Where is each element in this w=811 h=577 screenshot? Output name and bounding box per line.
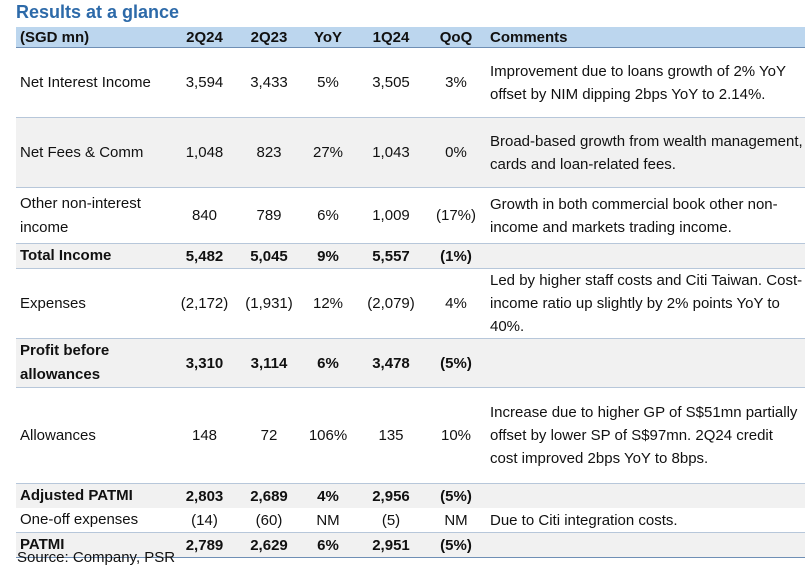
value-1q24: (2,079) — [354, 268, 428, 339]
row-label: PATMI — [16, 532, 173, 558]
value-qoq: NM — [444, 511, 468, 529]
header-2q24: 2Q24 — [173, 27, 236, 48]
table-title: Results at a glance — [16, 2, 180, 22]
row-label: Other non-interest income — [16, 187, 173, 244]
value-qoq: (1%) — [428, 243, 484, 269]
value-2q23: 3,114 — [236, 338, 302, 388]
value-2q24: 840 — [173, 187, 236, 244]
value-yoy: 6% — [302, 532, 354, 558]
value-2q23: 789 — [236, 187, 302, 244]
value-qoq: 0% — [428, 117, 484, 188]
row-comment — [484, 243, 805, 269]
value-1q24: 1,009 — [354, 187, 428, 244]
value-2q23: 823 — [236, 117, 302, 188]
value-yoy: 6% — [302, 187, 354, 244]
table-row: Total Income 5,482 5,045 9% 5,557 (1%) — [16, 243, 805, 269]
header-1q24: 1Q24 — [354, 27, 428, 48]
value-2q24: 2,803 — [173, 483, 236, 508]
table-row: One-off expenses (14) (60) NM (5) NM Due… — [16, 508, 805, 533]
row-comment: Increase due to higher GP of S$51mn part… — [484, 387, 805, 484]
row-label: Adjusted PATMI — [16, 483, 173, 508]
header-qoq: QoQ — [428, 27, 484, 48]
table-row: Net Fees & Comm 1,048 823 27% 1,043 0% B… — [16, 117, 805, 188]
value-1q24: 5,557 — [354, 243, 428, 269]
value-2q23: 72 — [236, 387, 302, 484]
row-label: Allowances — [16, 387, 173, 484]
header-comments: Comments — [484, 27, 805, 48]
table-row: Expenses (2,172) (1,931) 12% (2,079) 4% … — [16, 268, 805, 339]
row-comment: Led by higher staff costs and Citi Taiwa… — [484, 268, 805, 339]
value-yoy: 5% — [317, 74, 339, 91]
row-comment: Broad-based growth from wealth managemen… — [484, 117, 805, 188]
value-yoy: 106% — [302, 387, 354, 484]
value-2q24: 3,310 — [173, 338, 236, 388]
value-2q24: 148 — [173, 387, 236, 484]
value-2q24: 2,789 — [173, 532, 236, 558]
value-1q24: 135 — [354, 387, 428, 484]
value-2q24: 5,482 — [173, 243, 236, 269]
value-2q24: (2,172) — [173, 268, 236, 339]
row-label: Profit before allowances — [16, 338, 173, 388]
row-comment — [484, 483, 805, 508]
row-comment: Due to Citi integration costs. — [490, 511, 678, 529]
row-label: Expenses — [16, 268, 173, 339]
value-qoq: (5%) — [428, 483, 484, 508]
row-label: Net Interest Income — [20, 73, 151, 91]
value-qoq: (17%) — [428, 187, 484, 244]
value-2q23: 2,689 — [236, 483, 302, 508]
value-yoy: NM — [316, 511, 340, 529]
value-yoy: 12% — [302, 268, 354, 339]
value-2q24: 3,594 — [185, 74, 224, 91]
row-label: One-off expenses — [20, 511, 139, 528]
header-row: (SGD mn) 2Q24 2Q23 YoY 1Q24 QoQ Comments — [16, 27, 805, 48]
value-1q24: 3,478 — [354, 338, 428, 388]
value-qoq: (5%) — [428, 532, 484, 558]
row-comment — [484, 532, 805, 558]
header-yoy: YoY — [302, 27, 354, 48]
value-2q23: 5,045 — [236, 243, 302, 269]
value-2q23: (1,931) — [236, 268, 302, 339]
table-row: Profit before allowances 3,310 3,114 6% … — [16, 338, 805, 388]
value-2q24: (14) — [191, 511, 218, 529]
value-2q23: 3,433 — [250, 74, 288, 91]
table-row: PATMI 2,789 2,629 6% 2,951 (5%) — [16, 532, 805, 558]
value-yoy: 6% — [302, 338, 354, 388]
value-yoy: 9% — [302, 243, 354, 269]
table-row: Adjusted PATMI 2,803 2,689 4% 2,956 (5%) — [16, 483, 805, 508]
header-2q23: 2Q23 — [236, 27, 302, 48]
table-row: Allowances 148 72 106% 135 10% Increase … — [16, 387, 805, 484]
value-1q24: 1,043 — [354, 117, 428, 188]
table-row: Other non-interest income 840 789 6% 1,0… — [16, 187, 805, 244]
row-label: Net Fees & Comm — [16, 117, 173, 188]
row-comment: Growth in both commercial book other non… — [484, 187, 805, 244]
row-comment: Improvement due to loans growth of 2% Yo… — [490, 62, 786, 103]
value-2q23: (60) — [255, 511, 283, 529]
results-table: (SGD mn) 2Q24 2Q23 YoY 1Q24 QoQ Comments… — [16, 27, 805, 558]
value-1q24: 2,956 — [354, 483, 428, 508]
value-yoy: 4% — [302, 483, 354, 508]
value-qoq: (5%) — [428, 338, 484, 388]
value-1q24: (5) — [381, 511, 401, 529]
row-label: Total Income — [16, 243, 173, 269]
value-yoy: 27% — [302, 117, 354, 188]
value-qoq: 3% — [445, 74, 467, 91]
value-2q24: 1,048 — [173, 117, 236, 188]
value-1q24: 2,951 — [354, 532, 428, 558]
value-qoq: 10% — [428, 387, 484, 484]
row-comment — [484, 338, 805, 388]
value-1q24: 3,505 — [372, 74, 410, 91]
value-2q23: 2,629 — [236, 532, 302, 558]
table-row: Net Interest Income 3,594 3,433 5% 3,505… — [16, 48, 805, 118]
source-note: Source: Company, PSR — [17, 549, 176, 566]
value-qoq: 4% — [428, 268, 484, 339]
header-unit: (SGD mn) — [16, 27, 173, 48]
